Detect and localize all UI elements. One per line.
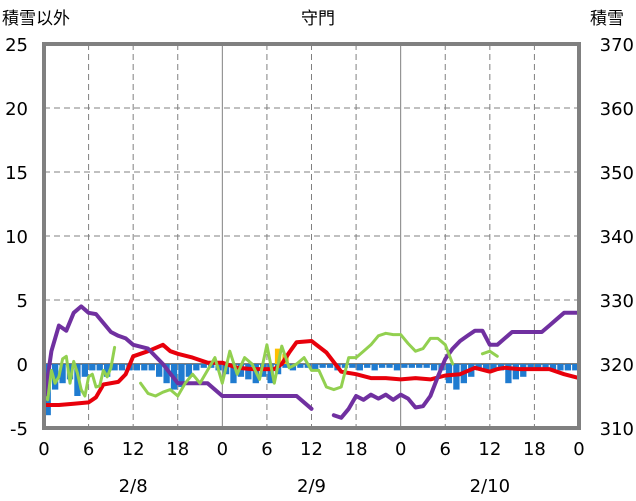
plot-frame <box>42 42 581 430</box>
bar-0-26 <box>237 364 245 377</box>
bar-0-48 <box>401 364 408 368</box>
bar-0-16 <box>163 364 170 384</box>
bar-0-49 <box>408 364 415 368</box>
series-line-0 <box>42 339 581 407</box>
date-label: 2/10 <box>470 476 510 497</box>
bar-0-46 <box>386 364 393 368</box>
bar-0-21 <box>200 364 207 368</box>
bar-0-44 <box>371 364 378 371</box>
bar-0-51 <box>423 364 430 368</box>
bar-0-15 <box>156 364 163 377</box>
x-tick: 6 <box>261 439 272 460</box>
date-label: 2/9 <box>297 476 326 497</box>
x-tick: 0 <box>217 439 228 460</box>
y-tick-right: 360 <box>600 99 634 120</box>
bar-0-20 <box>193 364 200 371</box>
bar-0-34 <box>297 364 304 368</box>
y-tick-right: 310 <box>600 419 634 440</box>
tick-labels: 25 20 15 10 5 0 -5 370 360 350 340 330 320 310 0 6 12 18 0… <box>5 35 634 497</box>
bar-0-70 <box>564 364 572 371</box>
series-line-4 <box>139 331 455 398</box>
bar-0-4 <box>74 364 81 396</box>
bar-0-12 <box>133 364 141 371</box>
bar-0-8 <box>104 364 111 377</box>
x-tick: 6 <box>83 439 94 460</box>
bar-0-71 <box>572 364 579 371</box>
bar-0-1 <box>51 364 59 390</box>
y-tick-left: 20 <box>5 99 28 120</box>
bar-0-69 <box>557 364 564 371</box>
y-tick-left: 15 <box>5 163 28 184</box>
bar-0-6 <box>89 364 96 371</box>
series-lines <box>42 304 581 420</box>
x-tick: 12 <box>122 439 145 460</box>
bar-0-7 <box>96 364 103 371</box>
date-label: 2/8 <box>119 476 148 497</box>
bar-0-38 <box>326 364 334 368</box>
bar-0-36 <box>312 364 319 371</box>
series-line-3 <box>42 345 117 402</box>
bar-0-55 <box>453 364 460 390</box>
series-line-5 <box>480 349 499 358</box>
y-tick-right: 350 <box>600 163 634 184</box>
x-tick: 6 <box>440 439 451 460</box>
bar-0-2 <box>59 364 66 384</box>
bar-0-62 <box>505 364 512 384</box>
y-tick-right: 340 <box>600 227 634 248</box>
x-tick: 18 <box>523 439 546 460</box>
x-tick: 0 <box>573 439 584 460</box>
bar-0-18 <box>178 364 185 388</box>
y-tick-right: 330 <box>600 291 634 312</box>
bar-0-59 <box>482 364 490 371</box>
x-tick: 0 <box>38 439 49 460</box>
bar-0-27 <box>245 364 252 380</box>
bar-0-14 <box>148 364 155 371</box>
chart-title: 守門 <box>301 9 335 29</box>
x-tick: 0 <box>395 439 406 460</box>
bar-0-47 <box>393 364 401 371</box>
bar-0-63 <box>512 364 519 380</box>
x-tick: 12 <box>478 439 501 460</box>
y-axis-title-right: 積雪 <box>590 9 624 29</box>
x-tick: 18 <box>345 439 368 460</box>
bar-0-60 <box>490 364 497 371</box>
bar-0-13 <box>141 364 148 371</box>
bar-1-0 <box>274 348 282 364</box>
x-tick: 12 <box>300 439 323 460</box>
bar-0-45 <box>378 364 386 368</box>
bar-0-3 <box>66 364 74 380</box>
bar-0-19 <box>185 364 193 377</box>
x-tick: 18 <box>166 439 189 460</box>
bar-0-42 <box>356 364 363 371</box>
y-tick-left: 5 <box>17 291 28 312</box>
bar-0-43 <box>364 364 371 368</box>
bar-0-40 <box>341 364 349 368</box>
y-tick-left: 10 <box>5 227 28 248</box>
bar-0-50 <box>416 364 423 368</box>
series-line-2 <box>331 310 581 420</box>
bar-0-10 <box>118 364 126 371</box>
y-tick-left: 0 <box>17 355 28 376</box>
bar-0-68 <box>549 364 557 371</box>
bar-0-25 <box>230 364 237 384</box>
bar-0-41 <box>349 364 356 368</box>
y-axis-title-left: 積雪以外 <box>2 9 70 29</box>
bar-0-30 <box>267 364 274 384</box>
series-line-1 <box>42 304 314 411</box>
y-tick-left: -5 <box>10 419 28 440</box>
y-tick-right: 370 <box>600 35 634 56</box>
bar-0-5 <box>81 364 89 377</box>
bar-0-32 <box>282 364 289 368</box>
bar-0-52 <box>430 364 438 371</box>
bar-0-9 <box>111 364 118 371</box>
bar-0-37 <box>319 364 326 368</box>
y-tick-right: 320 <box>600 355 634 376</box>
y-tick-left: 25 <box>5 35 28 56</box>
